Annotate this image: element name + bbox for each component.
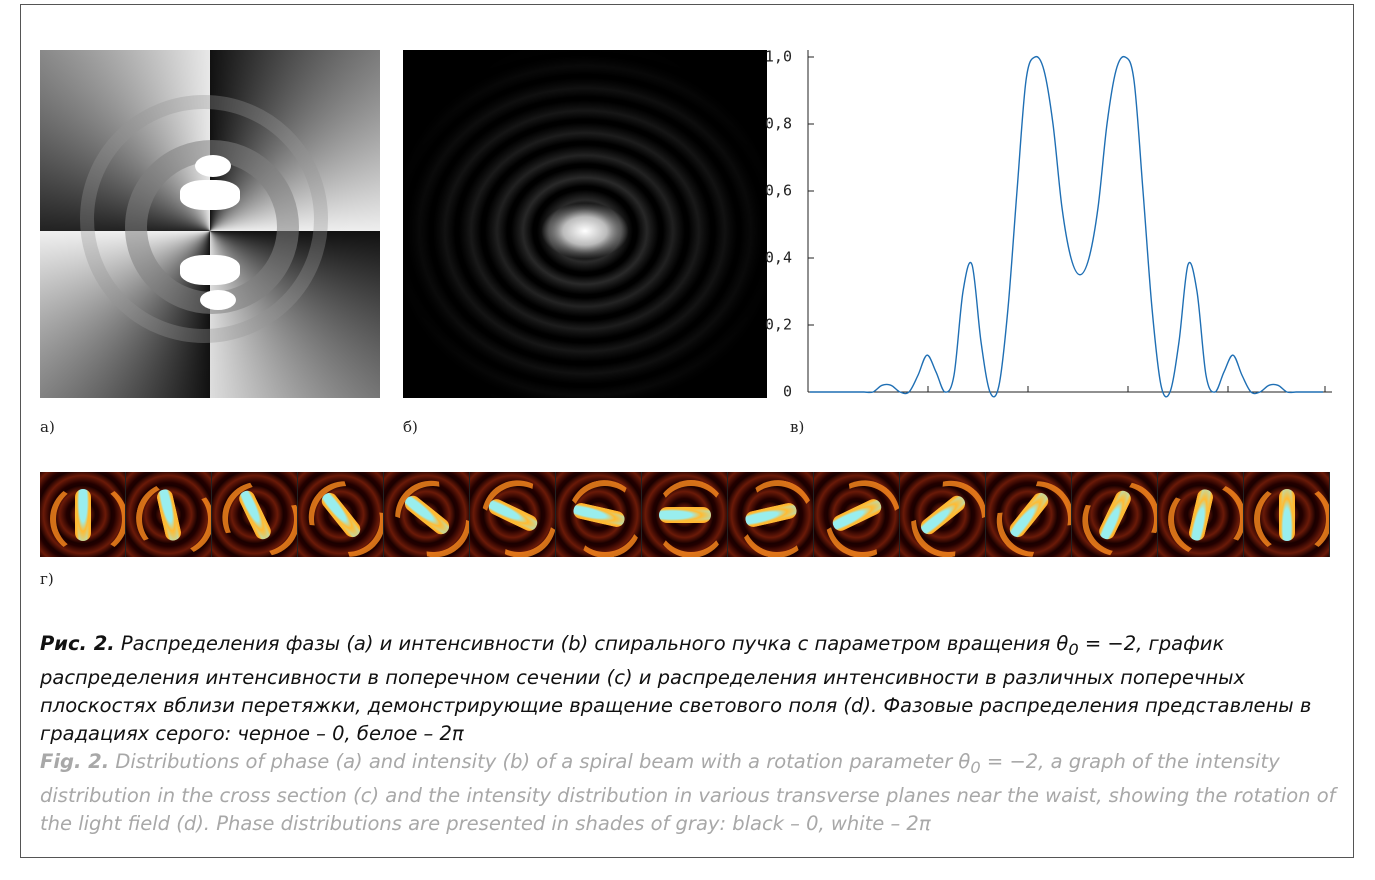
phase-blob: [180, 180, 240, 210]
panel-label: а): [40, 418, 55, 436]
caption-en: Fig. 2. Distributions of phase (a) and i…: [40, 748, 1340, 838]
rotation-strip: [40, 472, 1330, 557]
caption-text: Distributions of phase (a) and intensity…: [109, 749, 971, 773]
beam-core: [1278, 488, 1295, 541]
caption-text: Распределения фазы (a) и интенсивности (…: [114, 632, 1069, 655]
beam-frame: [642, 472, 727, 557]
phase-blob: [180, 255, 240, 285]
beam-core: [658, 506, 711, 523]
beam-frame: [126, 472, 211, 557]
beam-frame: [900, 472, 985, 557]
caption: Рис. 2. Распределения фазы (a) и интенси…: [40, 630, 1340, 838]
beam-core: [74, 488, 91, 541]
beam-lobes: [49, 481, 125, 556]
beam-frame: [986, 472, 1071, 557]
beam-frame: [40, 472, 125, 557]
caption-label: Fig. 2.: [40, 749, 110, 773]
y-tick-label: 0,6: [765, 182, 792, 200]
beam-frame: [298, 472, 383, 557]
panel-label: б): [403, 418, 418, 436]
y-tick-label: 0: [783, 383, 792, 401]
y-tick-label: 0,8: [765, 115, 792, 133]
caption-sub: 0: [970, 757, 981, 777]
caption-text: = −2, a graph of the intensity distribut…: [40, 749, 1336, 835]
caption-ru: Рис. 2. Распределения фазы (a) и интенси…: [40, 630, 1340, 748]
panel-label: г): [40, 570, 54, 588]
intensity-line: [810, 55, 1323, 398]
y-tick-label: 0,4: [765, 249, 792, 267]
caption-text: = −2, график распределения интенсивности…: [40, 632, 1312, 745]
intensity-plot: 0 0,2 0,4 0,6 0,8 1,0: [765, 48, 1332, 401]
beam-frame: [728, 472, 813, 557]
beam-frame: [814, 472, 899, 557]
beam-frame: [1244, 472, 1329, 557]
beam-frame: [384, 472, 469, 557]
beam-frame: [1158, 472, 1243, 557]
figure-frame: [20, 4, 1354, 858]
phase-image: [40, 50, 380, 398]
beam-frame: [1072, 472, 1157, 557]
y-tick-label: 0,2: [765, 316, 792, 334]
phase-blob: [200, 290, 236, 310]
intensity-image: [403, 50, 767, 398]
phase-blob: [195, 155, 231, 177]
caption-sub: 0: [1068, 639, 1079, 659]
caption-label: Рис. 2.: [40, 632, 115, 655]
beam-frame: [556, 472, 641, 557]
y-tick-label: 1,0: [765, 48, 792, 66]
beam-frame: [470, 472, 555, 557]
beam-frame: [212, 472, 297, 557]
panel-label: в): [790, 418, 805, 436]
